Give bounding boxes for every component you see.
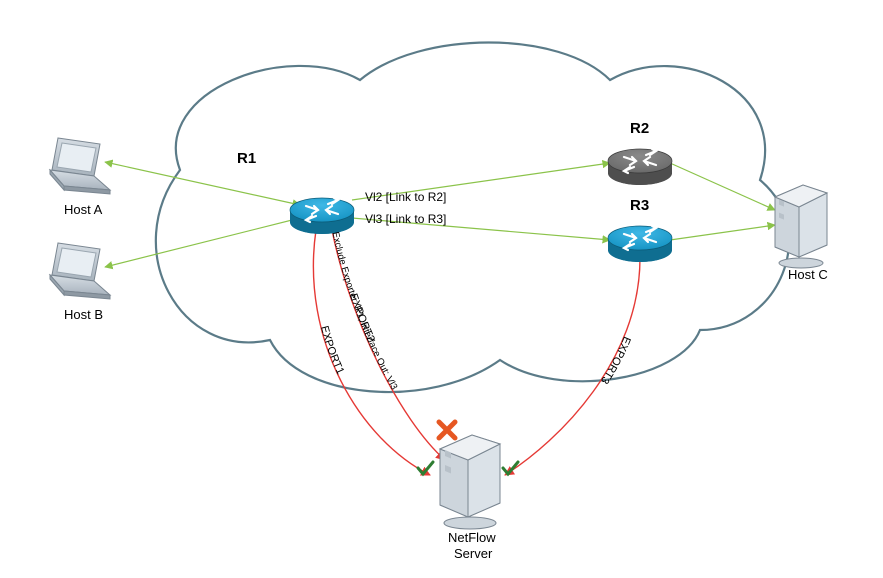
host-c-label: Host C [788, 267, 828, 282]
svg-text:EXPORT1: EXPORT1 [318, 325, 346, 377]
vl3-label: Vl3 [Link to R3] [365, 212, 446, 226]
r3-label: R3 [630, 197, 649, 214]
host-a-laptop [50, 138, 110, 194]
vl2-label: Vl2 [Link to R2] [365, 190, 446, 204]
r2-label: R2 [630, 120, 649, 137]
host-b-label: Host B [64, 307, 103, 322]
cloud [156, 43, 789, 393]
host-b-laptop [50, 243, 110, 299]
export1-label: EXPORT1 [318, 325, 346, 377]
router-r2 [608, 149, 672, 185]
router-r1 [290, 198, 354, 234]
server-label1: NetFlow [448, 530, 496, 545]
host-a-label: Host A [64, 202, 102, 217]
server-label2: Server [454, 546, 492, 561]
router-r3 [608, 226, 672, 262]
r1-label: R1 [237, 150, 256, 167]
netflow-server [440, 435, 500, 529]
host-c-server [775, 185, 827, 268]
